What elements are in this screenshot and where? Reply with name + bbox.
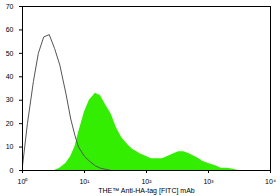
svg-text:40: 40 xyxy=(6,73,14,80)
svg-text:20: 20 xyxy=(6,120,14,127)
svg-text:10³: 10³ xyxy=(203,178,214,185)
svg-text:30: 30 xyxy=(6,96,14,103)
svg-text:60: 60 xyxy=(6,26,14,33)
svg-text:50: 50 xyxy=(6,50,14,57)
svg-text:0: 0 xyxy=(10,167,14,174)
svg-text:10²: 10² xyxy=(141,178,152,185)
svg-text:10: 10 xyxy=(6,143,14,150)
svg-text:10⁴: 10⁴ xyxy=(265,178,276,185)
svg-text:THE™ Anti-HA-tag [FITC] mAb: THE™ Anti-HA-tag [FITC] mAb xyxy=(98,187,195,195)
svg-text:10¹: 10¹ xyxy=(79,178,90,185)
svg-text:70: 70 xyxy=(6,3,14,10)
svg-text:10⁰: 10⁰ xyxy=(18,178,29,185)
